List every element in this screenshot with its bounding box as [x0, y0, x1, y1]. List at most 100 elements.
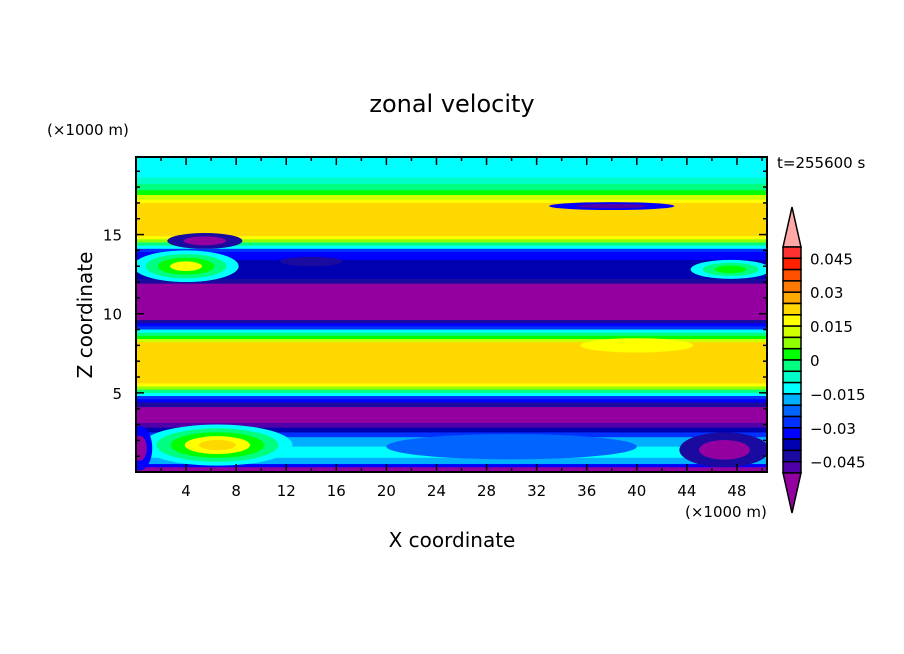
contour-band	[136, 194, 767, 201]
contour-band	[136, 389, 767, 394]
contour-band	[136, 464, 767, 468]
colorbar-box	[782, 246, 802, 260]
contour-band	[136, 183, 767, 191]
contour-region	[170, 261, 202, 272]
contour-band	[136, 177, 767, 185]
contour-band	[136, 396, 767, 400]
contour-band	[136, 422, 767, 429]
contour-band	[136, 239, 767, 243]
colorbar-box	[782, 302, 802, 316]
colorbar-box	[782, 280, 802, 293]
contour-band	[136, 202, 767, 237]
colorbar-box	[782, 347, 802, 361]
x-tick-label: 44	[677, 482, 696, 500]
contour-band	[136, 242, 767, 247]
y-unit-label: (×1000 m)	[47, 121, 129, 139]
x-tick-label: 36	[577, 482, 596, 500]
colorbar-box	[782, 336, 802, 350]
contour-band	[136, 157, 767, 179]
plot-frame	[135, 156, 768, 473]
contour-region	[279, 256, 343, 267]
colorbar-box	[782, 460, 802, 474]
contour-region	[198, 440, 236, 451]
contour-band	[136, 199, 767, 204]
colorbar: 0.045 0.03 0.015 0 −0.015 −0.03 −0.045	[782, 206, 866, 514]
x-tick-label: 24	[427, 482, 446, 500]
chart-title: zonal velocity	[369, 90, 534, 118]
y-tick-label: 10	[103, 306, 122, 324]
colorbar-box	[782, 449, 802, 463]
time-label: t=255600 s	[777, 154, 865, 172]
contour-band	[136, 407, 767, 424]
contour-band	[136, 323, 767, 327]
colorbar-label: −0.045	[810, 454, 866, 472]
contour-band	[136, 245, 767, 250]
x-tick-label: 12	[277, 482, 296, 500]
contour-region	[576, 203, 648, 209]
x-unit-label: (×1000 m)	[685, 503, 767, 521]
contour-region	[386, 434, 637, 460]
x-tick-label: 28	[477, 482, 496, 500]
contour-band	[136, 190, 767, 196]
colorbar-label: −0.015	[810, 386, 866, 404]
contour-field	[136, 157, 767, 472]
colorbar-box	[782, 325, 802, 339]
contour-band	[136, 329, 767, 334]
contour-band	[136, 326, 767, 331]
contour-band	[136, 383, 767, 388]
contour-band	[136, 278, 767, 285]
x-axis-label: X coordinate	[389, 528, 516, 552]
colorbar-box	[782, 291, 802, 305]
contour-band	[136, 320, 767, 324]
colorbar-box	[782, 404, 802, 418]
contour-band	[136, 251, 767, 261]
colorbar-box	[782, 359, 802, 373]
contour-region	[136, 435, 147, 461]
colorbar-box	[782, 438, 802, 452]
y-tick-label: 15	[103, 227, 122, 245]
contour-band	[136, 335, 767, 340]
colorbar-box	[782, 314, 802, 327]
contour-band	[136, 339, 767, 343]
colorbar-box	[782, 268, 802, 282]
x-tick-label: 40	[627, 482, 646, 500]
colorbar-box	[782, 427, 802, 440]
contour-band	[136, 248, 767, 253]
contour-band	[136, 386, 767, 391]
contour-band	[136, 392, 767, 397]
x-tick-label: 32	[527, 482, 546, 500]
y-axis-label: Z coordinate	[73, 252, 97, 379]
colorbar-over-triangle	[782, 206, 802, 248]
contour-region	[580, 338, 694, 353]
colorbar-label: 0.045	[810, 250, 853, 268]
x-tick-label: 48	[727, 482, 746, 500]
x-tick-label: 16	[327, 482, 346, 500]
contour-region	[698, 439, 750, 460]
contour-band	[136, 457, 767, 465]
colorbar-label: 0	[810, 352, 820, 370]
contour-band	[136, 432, 767, 438]
contour-band	[136, 467, 767, 472]
colorbar-box	[782, 381, 802, 395]
colorbar-under-triangle	[782, 472, 802, 514]
y-tick-label: 5	[112, 385, 122, 403]
x-tick-label: 20	[377, 482, 396, 500]
contour-band	[136, 236, 767, 240]
colorbar-label: 0.03	[810, 284, 843, 302]
contour-band	[136, 427, 767, 433]
colorbar-label: 0.015	[810, 318, 853, 336]
colorbar-box	[782, 370, 802, 384]
colorbar-box	[782, 257, 802, 271]
colorbar-box	[782, 393, 802, 406]
contour-region	[714, 265, 747, 274]
contour-band	[136, 399, 767, 403]
x-tick-label: 4	[181, 482, 191, 500]
contour-region	[183, 236, 227, 246]
contour-band	[136, 283, 767, 321]
contour-band	[136, 402, 767, 408]
colorbar-label: −0.03	[810, 420, 856, 438]
colorbar-box	[782, 415, 802, 429]
x-tick-label: 8	[231, 482, 241, 500]
contour-band	[136, 332, 767, 337]
